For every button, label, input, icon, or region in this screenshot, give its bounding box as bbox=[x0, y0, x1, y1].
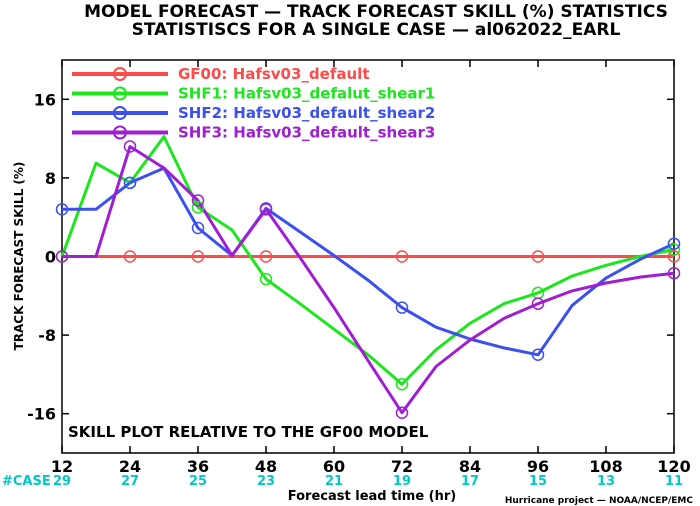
series-2-point bbox=[191, 201, 205, 214]
y-tick-label: 16 bbox=[34, 90, 56, 109]
series-line-4 bbox=[62, 145, 675, 415]
series-3-point bbox=[531, 348, 545, 361]
legend-marker bbox=[113, 67, 127, 81]
series-3-point bbox=[123, 176, 137, 190]
x-tick-label: 96 bbox=[527, 457, 549, 476]
y-tick-label: -8 bbox=[38, 326, 56, 345]
x-tick-label: 120 bbox=[657, 457, 690, 476]
legend-marker bbox=[113, 86, 127, 101]
series-1-point bbox=[191, 250, 205, 263]
x-tick-label: 48 bbox=[255, 457, 277, 476]
case-count: 27 bbox=[121, 474, 139, 489]
x-tick-label: 84 bbox=[459, 457, 481, 476]
series-4-point bbox=[55, 250, 69, 263]
series-3-point bbox=[191, 221, 205, 235]
case-count: 23 bbox=[257, 474, 275, 489]
series-1-point bbox=[667, 250, 681, 263]
credit-text: Hurricane project — NOAA/NCEP/EMC bbox=[505, 496, 694, 506]
x-tick-label: 72 bbox=[391, 457, 413, 476]
series-4-point bbox=[259, 203, 273, 216]
series-4-point bbox=[191, 194, 205, 207]
case-count: 15 bbox=[529, 474, 547, 489]
x-axis-label: Forecast lead time (hr) bbox=[288, 489, 456, 504]
legend: GF00: Hafsv03_default SHF1: Hafsv03_defal… bbox=[72, 65, 435, 142]
series-2-point bbox=[667, 243, 681, 256]
series-3-point bbox=[55, 203, 69, 216]
series-2-point bbox=[259, 272, 273, 286]
legend-label: SHF1: Hafsv03_defalut_shear1 bbox=[178, 85, 435, 103]
skill-plot-annotation: SKILL PLOT RELATIVE TO THE GF00 MODEL bbox=[68, 423, 429, 441]
series-4-point bbox=[531, 297, 545, 310]
case-count: 21 bbox=[325, 474, 343, 489]
series-1-point bbox=[123, 250, 137, 263]
case-count: 17 bbox=[461, 474, 479, 489]
y-axis-label: TRACK FORECAST SKILL (%) bbox=[12, 162, 26, 351]
y-tick-label: 0 bbox=[45, 248, 56, 267]
y-tick-label: -16 bbox=[27, 405, 56, 424]
series-4-point bbox=[667, 266, 681, 280]
case-count: 13 bbox=[597, 474, 615, 489]
case-count: 29 bbox=[53, 474, 71, 489]
chart-subtitle: STATISTISCS FOR A SINGLE CASE — al062022… bbox=[132, 20, 621, 40]
series-3-point bbox=[667, 237, 681, 250]
x-tick-label: 24 bbox=[119, 457, 141, 476]
case-count: 25 bbox=[189, 474, 207, 489]
series-4-point bbox=[395, 406, 409, 419]
case-count: 11 bbox=[665, 474, 683, 489]
legend-label: SHF3: Hafsv03_default_shear3 bbox=[178, 124, 435, 142]
case-count: 19 bbox=[393, 474, 411, 489]
chart-title: MODEL FORECAST — TRACK FORECAST SKILL (%… bbox=[84, 2, 668, 22]
series-4-point bbox=[123, 140, 137, 153]
legend-label: GF00: Hafsv03_default bbox=[178, 65, 369, 83]
y-tick-label: 8 bbox=[45, 169, 56, 188]
legend-marker bbox=[113, 125, 127, 140]
x-tick-label: 108 bbox=[589, 457, 622, 476]
x-tick-label: 36 bbox=[187, 457, 209, 476]
series-3-point bbox=[395, 301, 409, 314]
x-tick-label: 60 bbox=[323, 457, 345, 476]
x-tick-label: 12 bbox=[51, 457, 73, 476]
series-1-point bbox=[531, 250, 545, 263]
series-line-2 bbox=[60, 135, 675, 386]
series-1-point bbox=[259, 250, 273, 263]
legend-label: SHF2: Hafsv03_default_shear2 bbox=[178, 104, 435, 122]
x-axis-ticks: 12 24 36 48 60 72 84 96 108 120 bbox=[51, 60, 691, 476]
case-count-row: 29 27 25 23 21 19 17 15 13 11 bbox=[53, 474, 683, 489]
series-1-point bbox=[395, 250, 409, 263]
series-2-point bbox=[395, 377, 409, 391]
legend-marker bbox=[113, 106, 127, 120]
series-layer bbox=[55, 135, 681, 419]
case-count-label: #CASE bbox=[2, 474, 51, 489]
